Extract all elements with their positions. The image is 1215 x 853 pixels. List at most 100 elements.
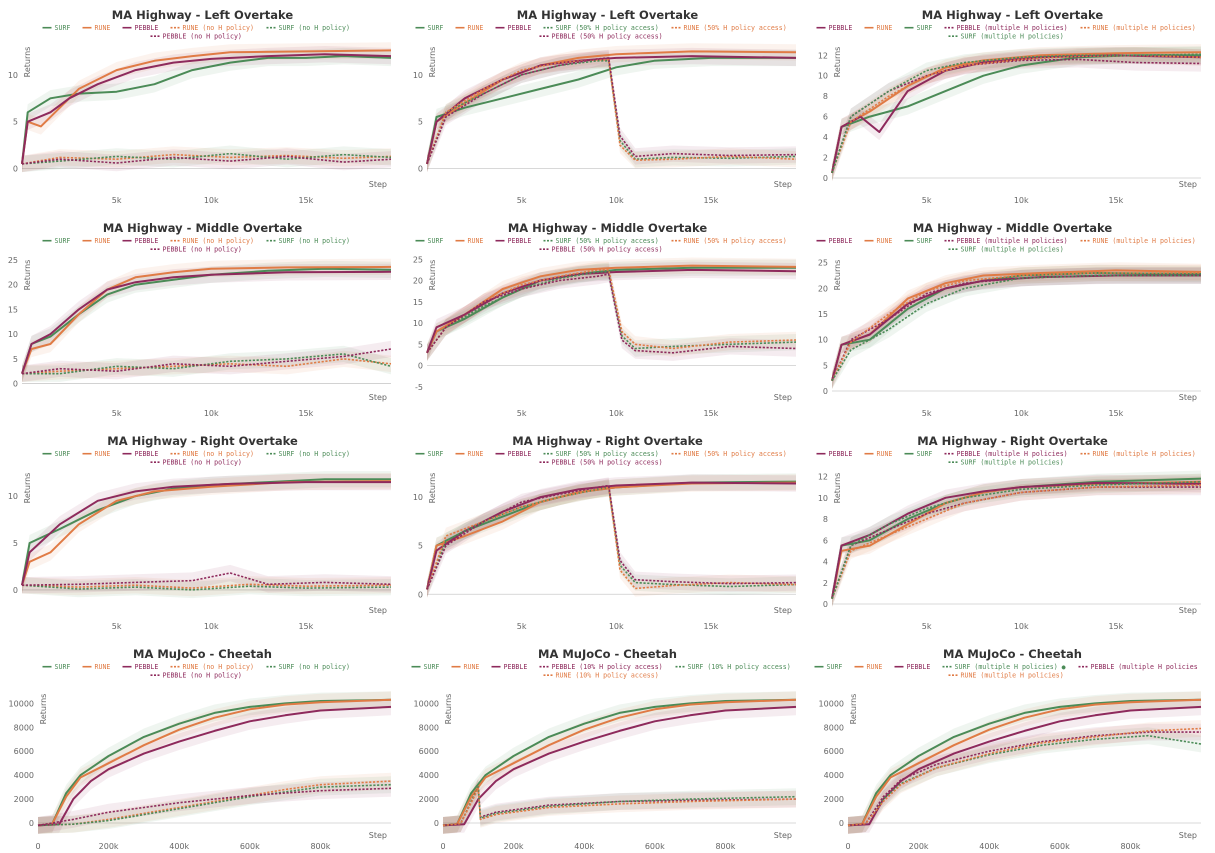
legend-label: PEBBLE (multiple H policies) [957, 450, 1068, 458]
y-axis-label: Returns [428, 47, 437, 78]
y-tick-label: 8000 [419, 723, 439, 732]
series-line [37, 783, 392, 827]
series-line [37, 780, 392, 827]
series-line [21, 53, 392, 165]
x-tick-label: 10k [204, 622, 219, 631]
legend-label: SURF (50% H policy access) [556, 450, 659, 458]
line-chart: MA Highway - Left Overtake SURF RUNE PEBBLE… [413, 8, 797, 205]
x-tick-label: 10k [1014, 196, 1029, 205]
x-tick-label: 400k [169, 842, 189, 851]
y-tick-label: 10 [413, 71, 423, 80]
legend-label: RUNE [468, 237, 484, 245]
series-line [21, 572, 392, 586]
legend-label: PEBBLE [135, 24, 159, 32]
series-line [426, 486, 797, 590]
legend-label: SURF [424, 663, 440, 671]
series-line [442, 698, 797, 827]
x-tick-label: 5k [922, 409, 932, 418]
y-tick-label: 10 [413, 319, 423, 328]
x-axis-label: Step [774, 606, 792, 615]
x-tick-label: 200k [99, 842, 119, 851]
y-tick-label: 4 [823, 558, 828, 567]
series-line [831, 54, 1202, 174]
legend-label: RUNE (50% H policy access) [684, 24, 787, 32]
series-band [22, 263, 391, 382]
legend-label: RUNE [468, 450, 484, 458]
legend-label: SURF [428, 24, 444, 32]
y-tick-label: 8 [823, 92, 828, 101]
series-band [832, 47, 1201, 181]
legend-label: SURF (no H policy) [279, 663, 350, 671]
x-tick-label: 600k [240, 842, 260, 851]
series-line [442, 786, 797, 827]
legend-label: PEBBLE (multiple H policies) [957, 237, 1068, 245]
x-tick-label: 5k [112, 409, 122, 418]
chart-title: MA Highway - Middle Overtake [103, 221, 303, 235]
legend-label: SURF (multiple H policies) [961, 33, 1064, 41]
chart-title: MA Highway - Middle Overtake [913, 221, 1113, 235]
x-tick-label: 800k [715, 842, 735, 851]
series-band [427, 49, 796, 173]
x-tick-label: 10k [609, 622, 624, 631]
y-tick-label: 25 [413, 255, 423, 264]
line-chart: MA Highway - Left Overtake SURF RUNE PEBBLE… [8, 8, 392, 205]
legend-label: PEBBLE (no H policy) [163, 246, 242, 254]
legend-label: RUNE [867, 663, 883, 671]
y-tick-label: 25 [8, 256, 18, 265]
y-axis-label: Returns [39, 694, 48, 725]
series-band [832, 267, 1201, 389]
y-tick-label: 5 [823, 361, 828, 370]
y-tick-label: 10 [818, 72, 828, 81]
chart-title: MA Highway - Middle Overtake [508, 221, 708, 235]
line-chart: MA Highway - Right Overtake PEBBLE RUNE SUR… [816, 434, 1202, 631]
series-line [442, 705, 797, 827]
y-tick-label: 5 [418, 542, 423, 551]
y-tick-label: 0 [839, 819, 844, 828]
legend-label: PEBBLE [504, 663, 528, 671]
x-tick-label: 5k [922, 622, 932, 631]
line-chart: MA Highway - Middle Overtake SURF RUNE PEBB… [413, 221, 797, 418]
chart-panel: MA MuJoCo - Cheetah SURF RUNE PEBBLE PEBBLE … [405, 639, 810, 852]
y-tick-label: 0 [418, 165, 423, 174]
legend-label: SURF (multiple H policies) ● [955, 663, 1066, 671]
legend-label: SURF [55, 450, 71, 458]
chart-panel: MA Highway - Right Overtake SURF RUNE PEBBL… [0, 426, 405, 639]
x-tick-label: 200k [909, 842, 929, 851]
series-band [427, 477, 796, 598]
chart-panel: MA MuJoCo - Cheetah SURF RUNE PEBBLE SURF (m… [810, 639, 1215, 852]
legend-label: RUNE (50% H policy access) [684, 237, 787, 245]
chart-title: MA Highway - Right Overtake [512, 434, 703, 448]
line-chart: MA Highway - Left Overtake PEBBLE RUNE SURF… [816, 8, 1202, 205]
chart-panel: MA Highway - Left Overtake SURF RUNE PEBBLE… [0, 0, 405, 213]
line-chart: MA Highway - Middle Overtake PEBBLE RUNE SU… [816, 221, 1202, 418]
y-tick-label: 0 [434, 819, 439, 828]
x-tick-label: 10k [1014, 409, 1029, 418]
legend-label: PEBBLE [135, 450, 159, 458]
x-tick-label: 15k [703, 622, 718, 631]
y-tick-label: 6 [823, 536, 828, 545]
x-tick-label: 5k [517, 409, 527, 418]
legend-label: PEBBLE [829, 237, 853, 245]
legend-label: SURF [55, 24, 71, 32]
series-line [442, 698, 797, 827]
x-tick-label: 15k [1108, 622, 1123, 631]
chart-panel: MA Highway - Middle Overtake PEBBLE RUNE SU… [810, 213, 1215, 426]
y-axis-label: Returns [849, 694, 858, 725]
series-line [426, 484, 797, 590]
x-tick-label: 600k [645, 842, 665, 851]
series-band [427, 49, 796, 173]
y-tick-label: 8000 [824, 723, 844, 732]
y-tick-label: 0 [418, 590, 423, 599]
y-tick-label: 15 [413, 298, 423, 307]
x-tick-label: 600k [1050, 842, 1070, 851]
y-tick-label: 25 [818, 259, 828, 268]
series-band [832, 47, 1201, 181]
x-axis-label: Step [369, 393, 387, 402]
x-axis-label: Step [369, 831, 387, 840]
y-tick-label: 6 [823, 113, 828, 122]
series-line [426, 58, 797, 165]
line-chart: MA MuJoCo - Cheetah SURF RUNE PEBBLE RUNE (n… [9, 647, 392, 851]
y-tick-label: 20 [818, 284, 828, 293]
legend-label: RUNE (multiple H policies) [961, 672, 1064, 680]
